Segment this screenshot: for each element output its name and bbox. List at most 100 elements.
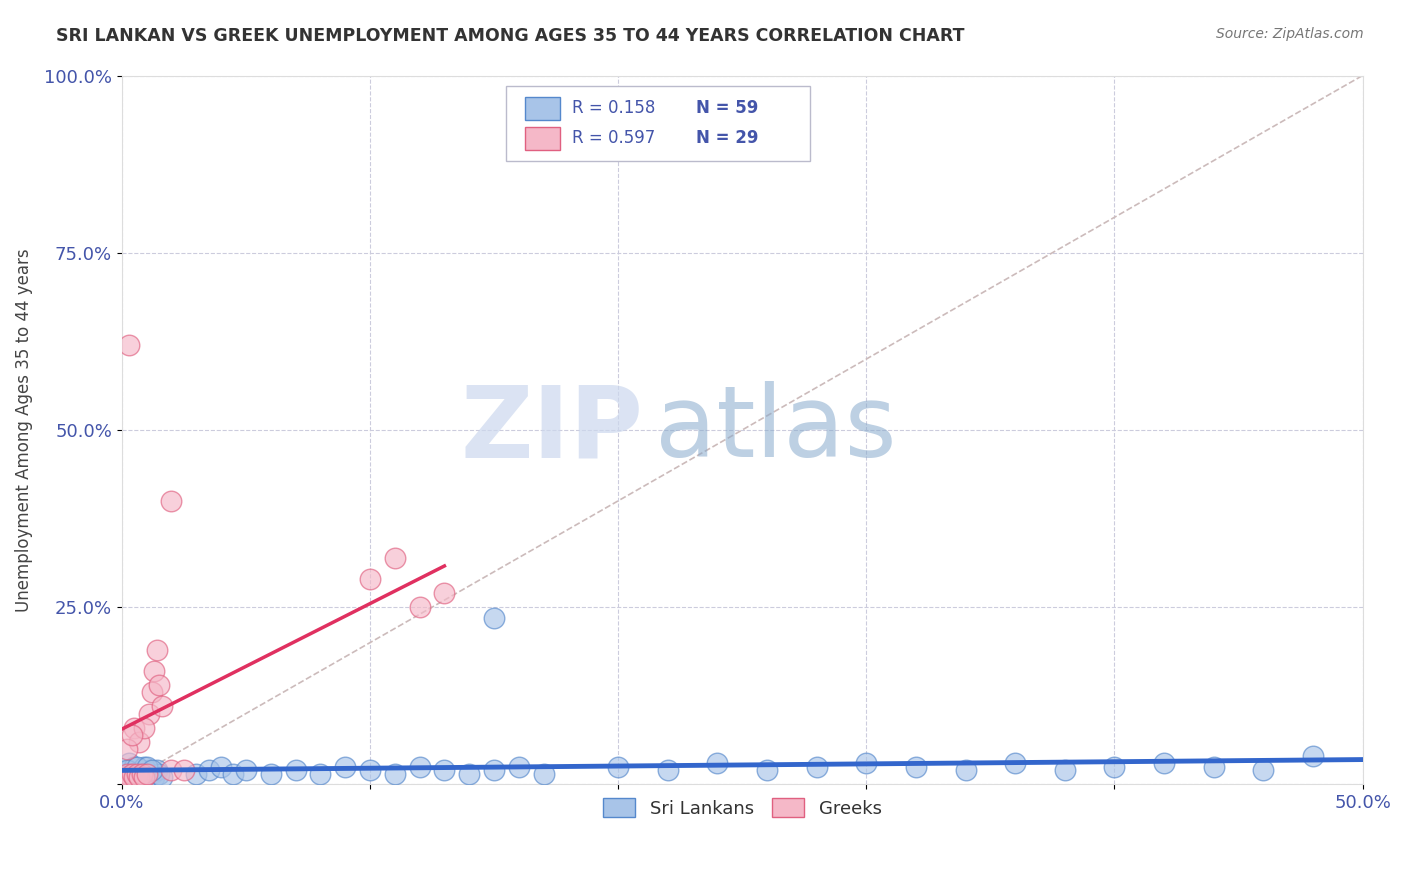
Point: [121, 728, 143, 742]
Point: [150, 770, 173, 784]
Point: [855, 756, 877, 771]
Point: [115, 764, 138, 778]
Point: [122, 770, 145, 784]
Point: [309, 766, 332, 780]
Point: [112, 766, 135, 780]
Point: [118, 770, 141, 784]
Point: [122, 770, 145, 784]
Point: [160, 494, 183, 508]
Point: [131, 766, 153, 780]
Legend: Sri Lankans, Greeks: Sri Lankans, Greeks: [595, 791, 889, 825]
Point: [533, 766, 555, 780]
Point: [134, 766, 156, 780]
Point: [955, 764, 977, 778]
Point: [333, 760, 356, 774]
Point: [141, 685, 163, 699]
Point: [433, 764, 456, 778]
Point: [384, 766, 406, 780]
Point: [1153, 756, 1175, 771]
Point: [150, 699, 173, 714]
FancyBboxPatch shape: [506, 87, 810, 161]
Point: [235, 764, 257, 778]
Point: [131, 766, 153, 780]
Point: [260, 766, 283, 780]
Point: [209, 760, 232, 774]
Point: [134, 760, 156, 774]
Point: [138, 764, 160, 778]
Text: N = 29: N = 29: [696, 129, 759, 147]
Point: [706, 756, 728, 771]
Point: [118, 756, 141, 771]
Point: [121, 766, 143, 780]
Point: [131, 764, 153, 778]
Text: SRI LANKAN VS GREEK UNEMPLOYMENT AMONG AGES 35 TO 44 YEARS CORRELATION CHART: SRI LANKAN VS GREEK UNEMPLOYMENT AMONG A…: [56, 27, 965, 45]
Point: [222, 766, 245, 780]
Point: [141, 766, 163, 780]
Point: [125, 766, 148, 780]
Point: [458, 766, 481, 780]
Point: [135, 760, 157, 774]
Point: [806, 760, 828, 774]
Point: [359, 764, 381, 778]
Point: [128, 770, 150, 784]
Point: [135, 766, 157, 780]
Point: [284, 764, 307, 778]
Point: [121, 766, 143, 780]
Point: [433, 586, 456, 600]
Point: [1253, 764, 1275, 778]
Point: [115, 742, 138, 756]
Point: [121, 766, 143, 780]
Point: [359, 572, 381, 586]
Point: [408, 600, 430, 615]
Text: atlas: atlas: [655, 382, 897, 478]
Point: [128, 770, 150, 784]
Point: [122, 760, 145, 774]
Point: [408, 760, 430, 774]
FancyBboxPatch shape: [524, 127, 560, 150]
FancyBboxPatch shape: [524, 97, 560, 120]
Point: [122, 721, 145, 735]
Point: [125, 766, 148, 780]
Point: [384, 550, 406, 565]
Point: [112, 770, 135, 784]
Point: [148, 766, 170, 780]
Point: [482, 764, 505, 778]
Point: [143, 770, 166, 784]
Point: [1202, 760, 1225, 774]
Point: [134, 770, 156, 784]
Point: [134, 721, 156, 735]
Point: [148, 678, 170, 692]
Point: [125, 760, 148, 774]
Text: R = 0.597: R = 0.597: [572, 129, 655, 147]
Y-axis label: Unemployment Among Ages 35 to 44 years: Unemployment Among Ages 35 to 44 years: [15, 248, 32, 612]
Point: [145, 642, 167, 657]
Point: [197, 764, 219, 778]
Point: [135, 770, 157, 784]
Point: [1104, 760, 1126, 774]
Point: [1302, 749, 1324, 764]
Point: [160, 764, 183, 778]
Point: [482, 611, 505, 625]
Point: [141, 764, 163, 778]
Point: [138, 706, 160, 721]
Point: [173, 764, 195, 778]
Point: [128, 735, 150, 749]
Text: ZIP: ZIP: [460, 382, 643, 478]
Point: [128, 770, 150, 784]
Point: [657, 764, 679, 778]
Point: [115, 766, 138, 780]
Point: [118, 338, 141, 352]
Point: [115, 770, 138, 784]
Point: [904, 760, 927, 774]
Point: [1053, 764, 1076, 778]
Point: [1004, 756, 1026, 771]
Text: N = 59: N = 59: [696, 100, 759, 118]
Point: [145, 764, 167, 778]
Point: [118, 764, 141, 778]
Text: R = 0.158: R = 0.158: [572, 100, 655, 118]
Point: [607, 760, 630, 774]
Point: [756, 764, 779, 778]
Point: [143, 664, 166, 678]
Point: [186, 766, 208, 780]
Point: [508, 760, 530, 774]
